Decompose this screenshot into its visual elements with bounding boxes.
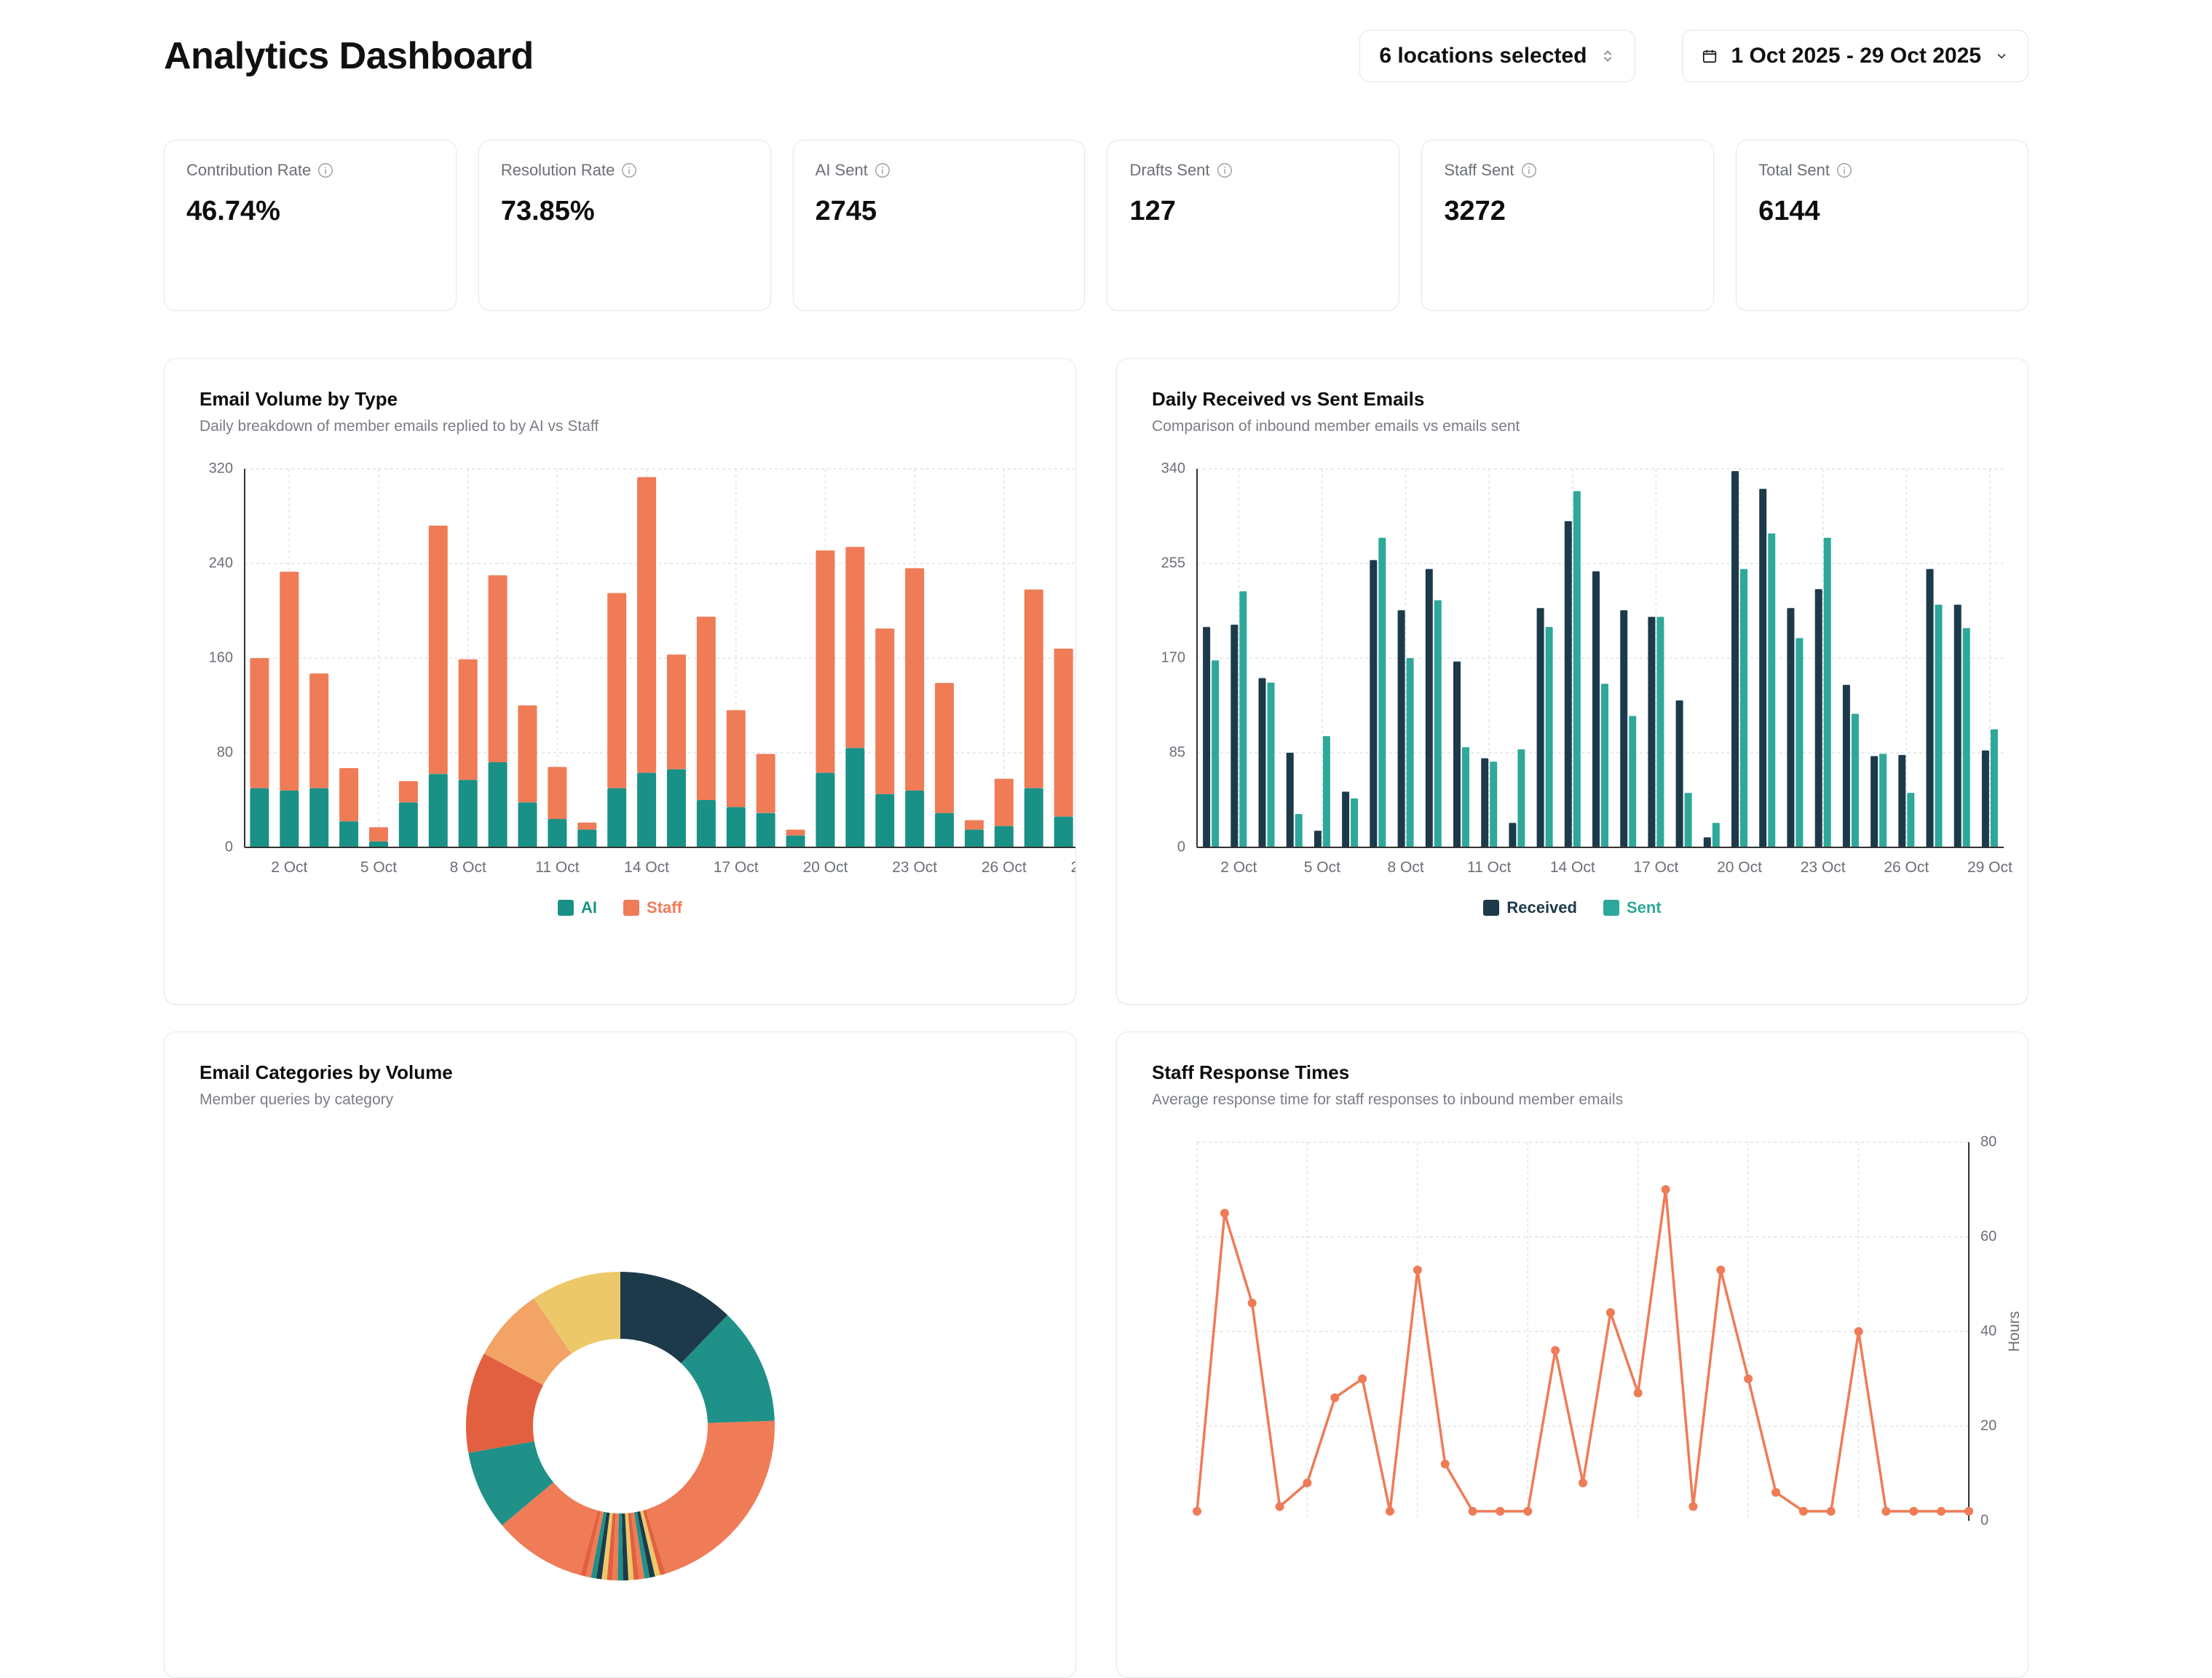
svg-text:5 Oct: 5 Oct [360,859,397,876]
svg-text:8 Oct: 8 Oct [450,859,486,876]
svg-text:40: 40 [1980,1323,1996,1339]
svg-text:170: 170 [1161,649,1185,665]
svg-text:11 Oct: 11 Oct [535,859,579,876]
svg-text:14 Oct: 14 Oct [1550,859,1595,876]
svg-text:26 Oct: 26 Oct [1884,859,1929,876]
svg-text:20 Oct: 20 Oct [803,859,848,876]
svg-text:0: 0 [225,839,233,855]
svg-text:17 Oct: 17 Oct [714,859,759,876]
svg-text:60: 60 [1980,1228,1996,1244]
svg-text:0: 0 [1980,1512,1988,1528]
svg-text:2 Oct: 2 Oct [271,859,307,876]
svg-text:240: 240 [209,555,233,571]
svg-text:5 Oct: 5 Oct [1304,859,1340,876]
svg-text:11 Oct: 11 Oct [1467,859,1511,876]
svg-text:26 Oct: 26 Oct [981,859,1027,876]
svg-text:255: 255 [1161,555,1185,571]
svg-text:23 Oct: 23 Oct [892,859,937,876]
svg-text:17 Oct: 17 Oct [1633,859,1678,876]
svg-text:14 Oct: 14 Oct [624,859,669,876]
svg-text:29 Oct: 29 Oct [1967,859,2012,876]
svg-text:320: 320 [209,460,233,476]
svg-text:160: 160 [209,649,233,665]
svg-text:80: 80 [1980,1133,1996,1149]
svg-text:29 Oct: 29 Oct [1071,859,1076,876]
svg-text:0: 0 [1177,839,1185,855]
svg-text:20 Oct: 20 Oct [1717,859,1762,876]
svg-text:340: 340 [1161,460,1185,476]
svg-text:23 Oct: 23 Oct [1801,859,1846,876]
svg-text:8 Oct: 8 Oct [1388,859,1424,876]
svg-text:20: 20 [1980,1417,1996,1433]
svg-text:80: 80 [217,744,233,760]
svg-text:85: 85 [1169,744,1185,760]
svg-text:2 Oct: 2 Oct [1220,859,1257,876]
